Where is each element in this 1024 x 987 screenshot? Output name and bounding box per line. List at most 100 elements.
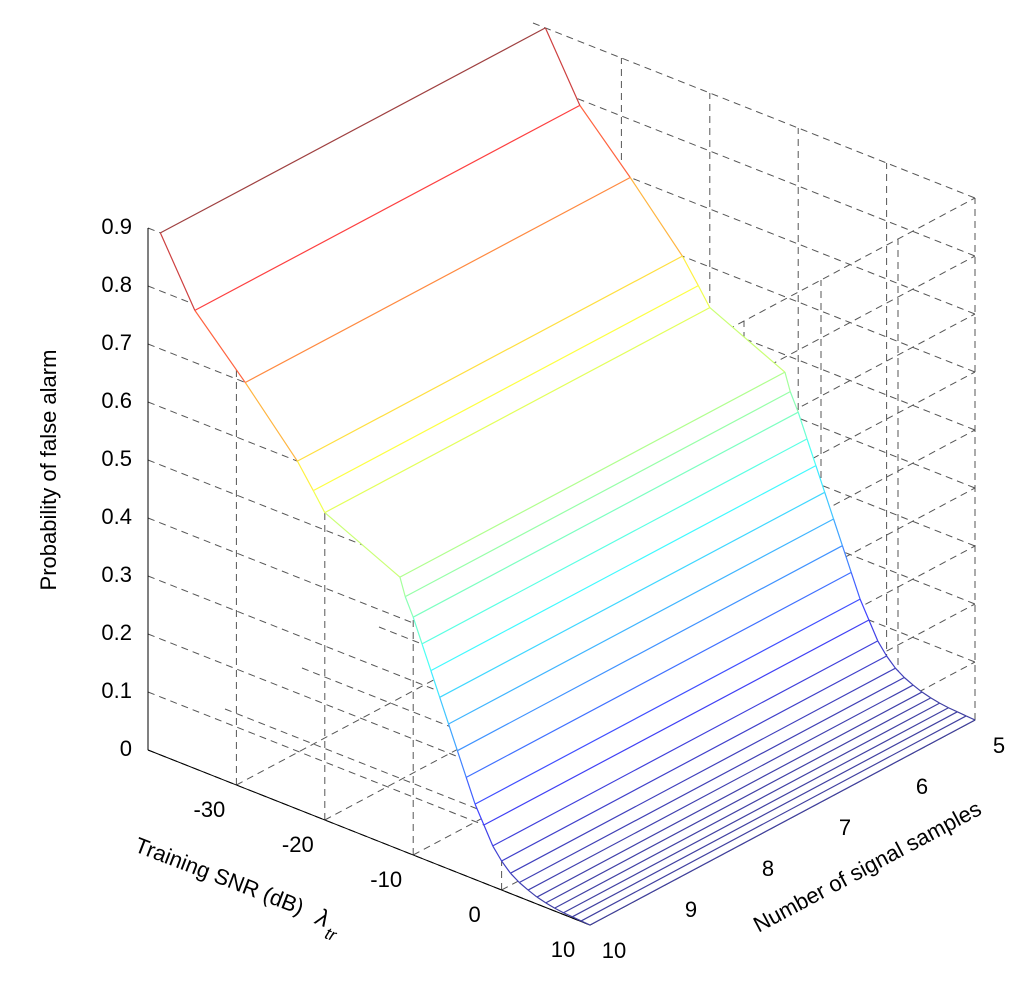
mesh-edge — [859, 598, 870, 621]
mesh-edge — [965, 715, 976, 721]
mesh-edge — [439, 697, 450, 725]
mesh-edge — [244, 382, 298, 462]
axis-line — [147, 749, 591, 926]
mesh-line — [457, 545, 843, 752]
surface-patch — [545, 697, 940, 909]
grid-line — [532, 486, 976, 663]
z-tick-label: 0.5 — [101, 446, 132, 471]
surface-patch — [563, 707, 958, 917]
mesh-edge — [895, 667, 905, 678]
surface-patch — [528, 685, 922, 898]
grid-line — [532, 312, 976, 489]
z-tick-label: 0.6 — [101, 388, 132, 413]
grid-line — [532, 196, 976, 373]
mesh-edge — [681, 255, 699, 286]
surface-patch — [313, 285, 710, 513]
y-tick-label: 5 — [993, 733, 1005, 758]
mesh-line — [465, 571, 852, 778]
mesh-edge — [312, 490, 326, 513]
mesh-line — [421, 438, 808, 645]
surface-patch — [413, 412, 808, 644]
mesh-edge — [709, 307, 786, 373]
mesh-edge — [784, 371, 791, 392]
mesh-edge — [629, 177, 683, 257]
mesh-edge — [579, 105, 631, 178]
mesh-edge — [430, 670, 441, 698]
grid-line — [532, 22, 976, 199]
mesh-line — [589, 719, 976, 926]
mesh-line — [527, 684, 914, 891]
mesh-edge — [421, 643, 432, 671]
surface-patch — [492, 640, 887, 861]
mesh-edge — [465, 777, 476, 805]
grid-line — [532, 428, 976, 605]
mesh-edge — [456, 750, 467, 778]
mesh-edge — [697, 285, 711, 308]
surface-patch — [160, 27, 580, 311]
surface-patch — [194, 105, 631, 383]
mesh-edge — [447, 723, 458, 751]
mesh-edge — [492, 845, 503, 862]
mesh-edge — [501, 860, 511, 874]
surface-patch — [501, 656, 896, 874]
mesh-edge — [510, 872, 520, 883]
mesh-edge — [544, 27, 581, 106]
mesh-line — [492, 640, 879, 847]
y-tick-label: 8 — [762, 856, 774, 881]
y-tick-label: 6 — [916, 774, 928, 799]
mesh-line — [324, 307, 711, 514]
mesh-edge — [815, 465, 826, 493]
surface-patch — [572, 711, 967, 921]
surface-patch — [422, 438, 816, 671]
x-tick-label: -20 — [282, 832, 314, 857]
mesh-edge — [194, 310, 246, 383]
mesh-edge — [832, 518, 843, 546]
mesh-edge — [159, 232, 196, 311]
surface-patch — [430, 465, 825, 698]
mesh-edge — [886, 655, 896, 669]
mesh-line — [554, 702, 940, 909]
mesh-edge — [824, 492, 835, 520]
surface-patch — [324, 307, 785, 578]
y-tick-label: 10 — [602, 938, 626, 963]
mesh-edge — [399, 576, 406, 597]
mesh-line — [297, 255, 683, 462]
surface-patch — [457, 545, 852, 778]
mesh-line — [518, 676, 905, 884]
mesh-edge — [296, 460, 314, 491]
grid-line — [532, 370, 976, 547]
mesh-line — [572, 711, 958, 918]
z-axis-label: Probability of false alarm — [36, 350, 61, 591]
mesh-line — [439, 491, 826, 698]
mesh-edge — [527, 889, 538, 898]
z-tick-label: 0.9 — [101, 214, 132, 239]
surface-patch — [581, 715, 975, 925]
mesh-line — [399, 371, 786, 578]
surface-patch — [399, 372, 791, 597]
mesh-edge — [580, 920, 591, 926]
mesh-edge — [930, 697, 940, 704]
z-tick-label: 0.2 — [101, 620, 132, 645]
grid-line — [532, 80, 976, 257]
mesh-edge — [518, 882, 529, 891]
mesh-edge — [797, 412, 808, 440]
mesh-edge — [850, 572, 861, 600]
surface-patch — [510, 668, 905, 883]
mesh-edge — [912, 684, 923, 693]
mesh-line — [545, 697, 932, 904]
mesh-edge — [483, 824, 494, 847]
z-tick-label: 0.3 — [101, 562, 132, 587]
mesh-edge — [806, 438, 817, 466]
z-tick-label: 0.7 — [101, 330, 132, 355]
mesh-line — [160, 27, 546, 234]
mesh-edge — [536, 896, 547, 904]
surface-patch — [297, 256, 699, 491]
y-tick-label: 9 — [685, 897, 697, 922]
mesh-edge — [903, 677, 914, 686]
surface — [159, 27, 976, 926]
surface-patch — [475, 599, 869, 825]
mesh-line — [244, 176, 631, 384]
x-tick-label: 10 — [551, 937, 575, 962]
mesh-line — [430, 465, 817, 672]
